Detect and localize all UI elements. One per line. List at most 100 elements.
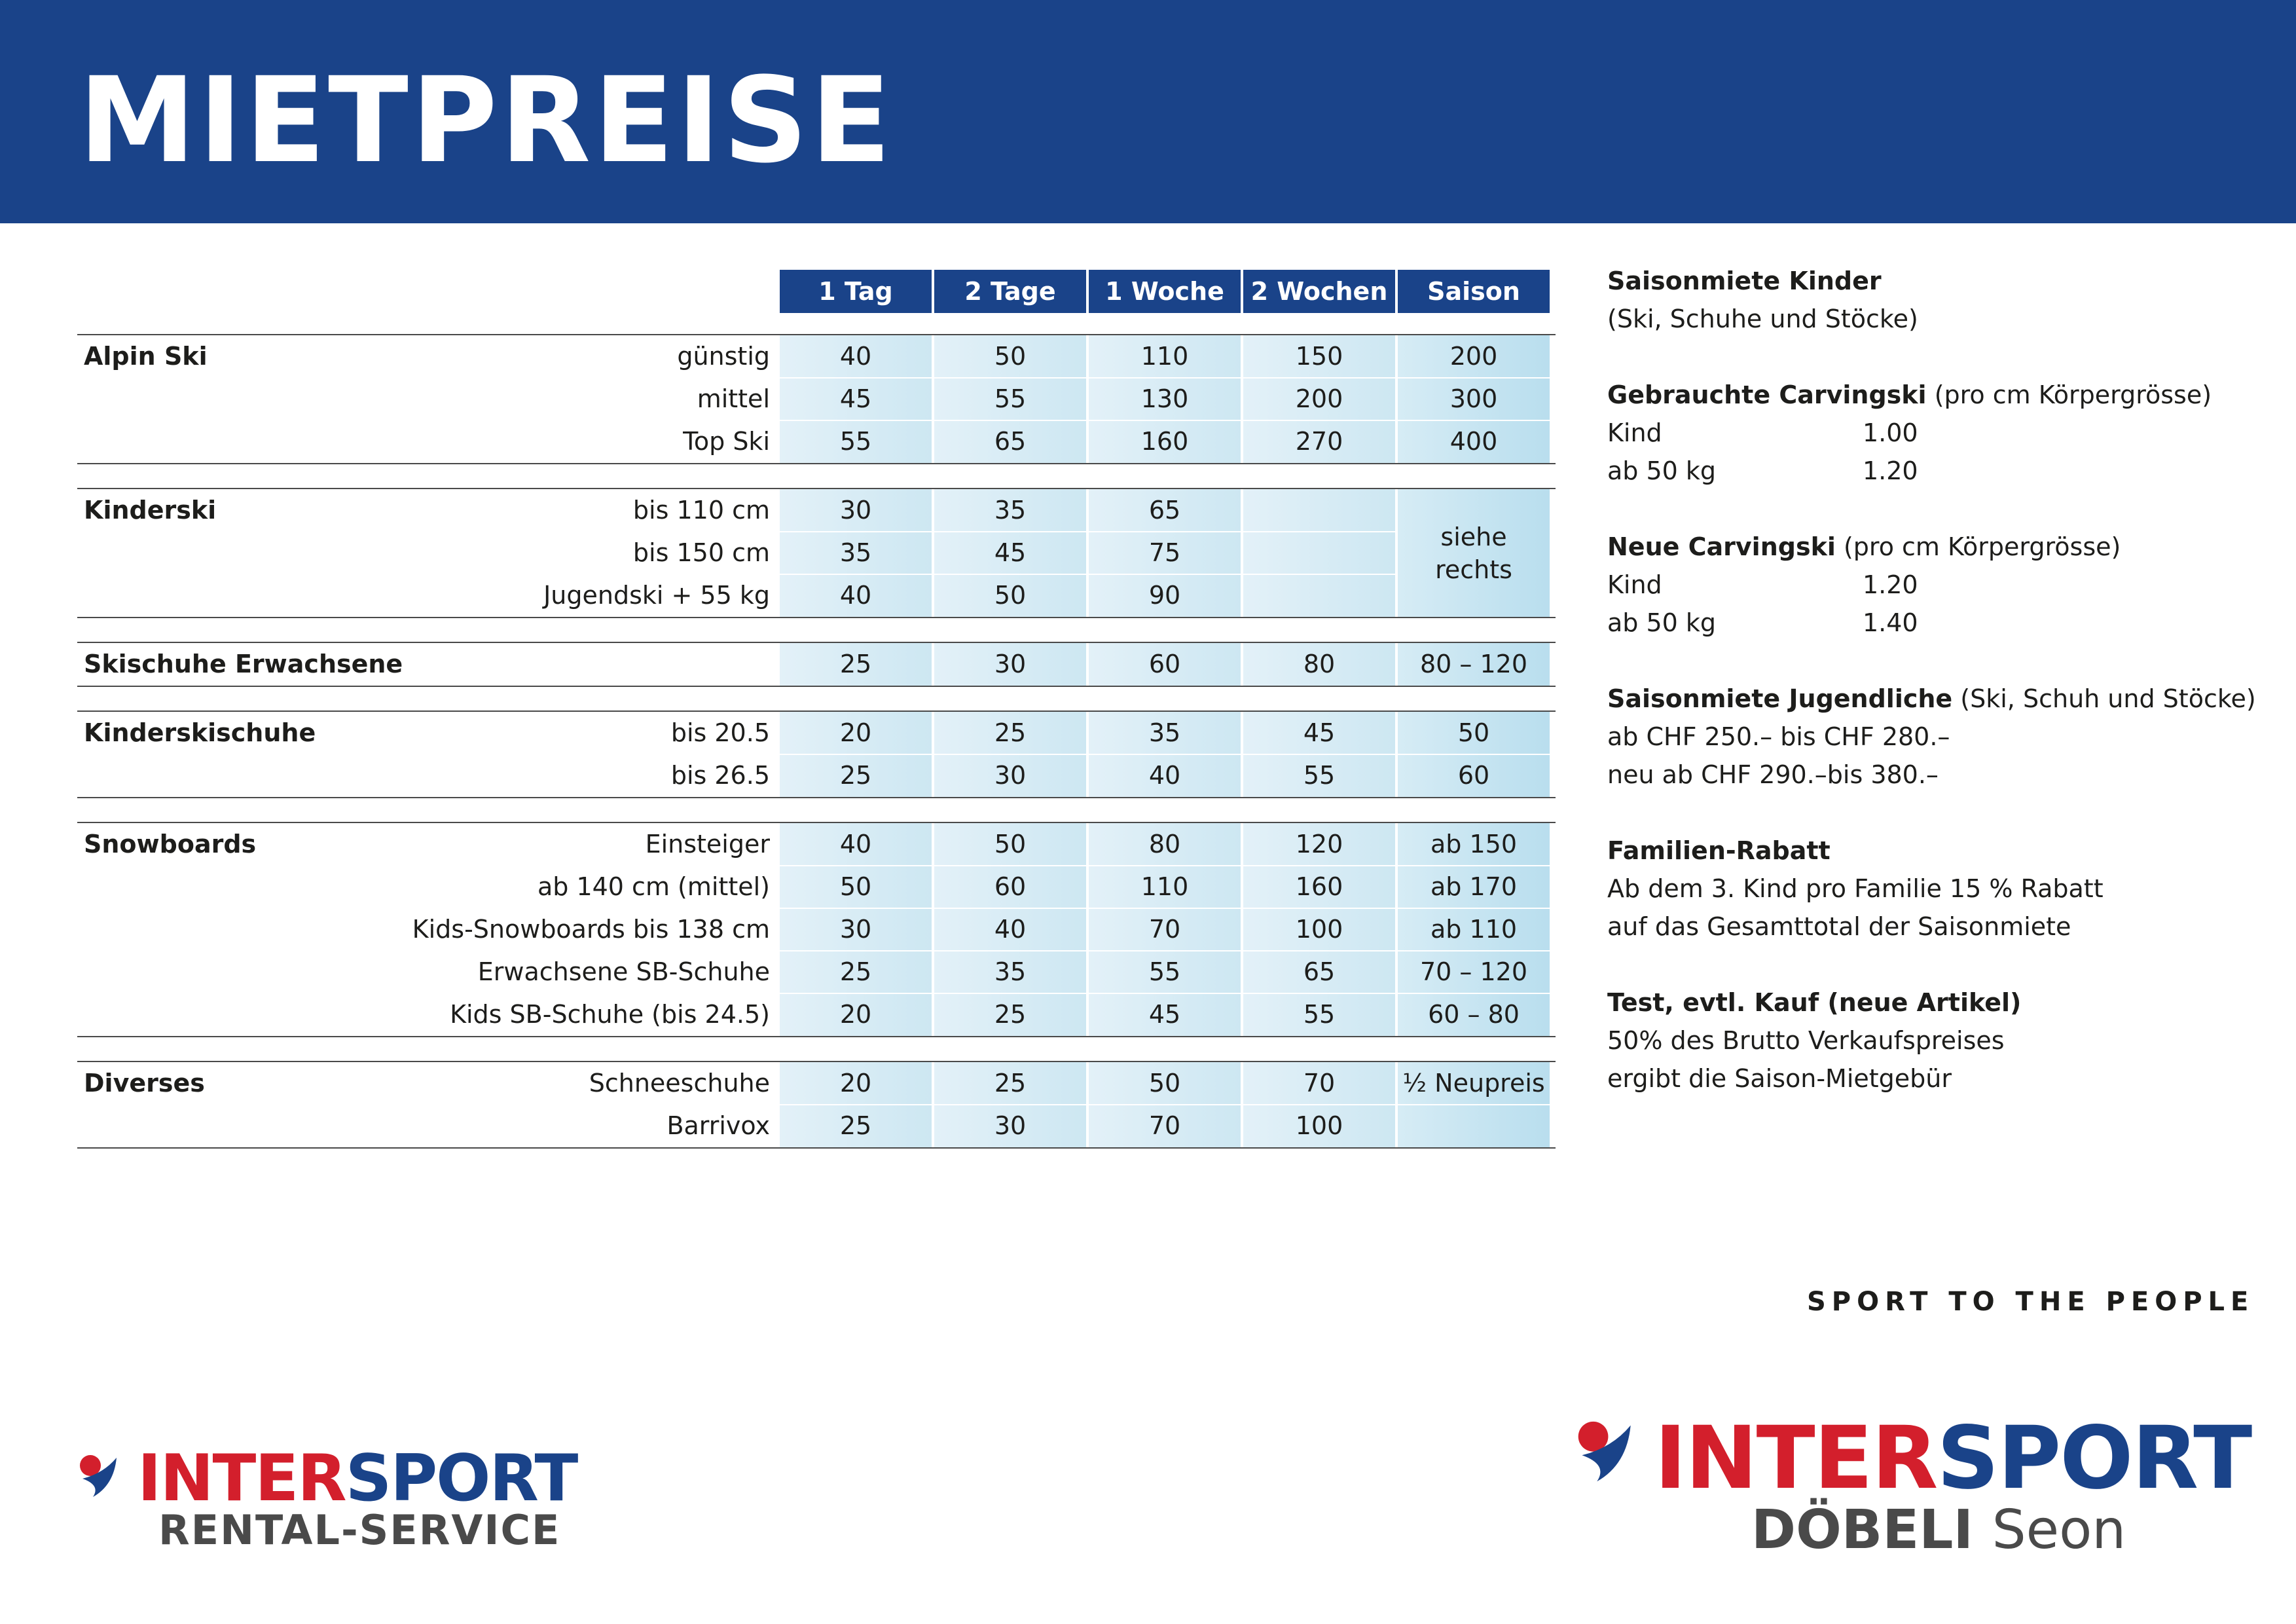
group-top-rule bbox=[77, 488, 1556, 489]
price-cell: ab 110 bbox=[1398, 908, 1550, 951]
group-name: Alpin Ski bbox=[84, 342, 208, 371]
price-cell: 40 bbox=[780, 335, 932, 378]
price-cell: 25 bbox=[780, 643, 932, 686]
row-separator bbox=[780, 865, 1556, 866]
row-label: bis 26.5 bbox=[670, 761, 770, 790]
price-cell: 20 bbox=[780, 712, 932, 754]
info-value: 1.40 bbox=[1863, 608, 1918, 637]
table-group: Diverses Schneeschuhe 20 25 50 70 ½ Neupreis Ba… bbox=[77, 1061, 1556, 1149]
table-row: bis 110 cm 30 35 65 bbox=[77, 489, 1556, 532]
row-label: Kids-Snowboards bis 138 cm bbox=[412, 915, 770, 944]
store-name-bold: DÖBELI bbox=[1751, 1499, 1974, 1561]
info-key: ab 50 kg bbox=[1607, 456, 1717, 485]
intersport-rental-logo: INTERSPORT RENTAL-SERVICE bbox=[77, 1446, 578, 1551]
price-cell bbox=[1243, 489, 1395, 532]
row-label: Jugendski + 55 kg bbox=[543, 581, 770, 610]
row-separator bbox=[780, 993, 1556, 994]
info-saisonmiete-kinder: Saisonmiete Kinder (Ski, Schuhe und Stöc… bbox=[1607, 262, 2262, 338]
info-note: (pro cm Körpergrösse) bbox=[1934, 380, 2212, 409]
info-test-kauf: Test, evtl. Kauf (neue Artikel) 50% des … bbox=[1607, 984, 2262, 1098]
info-text: (Ski, Schuhe und Stöcke) bbox=[1607, 304, 1918, 333]
table-row: bis 26.5 25 30 40 55 60 bbox=[77, 754, 1556, 797]
column-header-1-woche: 1 Woche bbox=[1089, 270, 1241, 313]
info-text: auf das Gesamttotal der Saisonmiete bbox=[1607, 912, 2071, 941]
price-cell: 55 bbox=[780, 420, 932, 463]
price-cell: 40 bbox=[780, 823, 932, 866]
group-name: Kinderskischuhe bbox=[84, 718, 316, 747]
row-separator bbox=[780, 754, 1556, 755]
info-title: Neue Carvingski bbox=[1607, 532, 1836, 561]
price-cell: 25 bbox=[780, 1105, 932, 1147]
info-value: 1.00 bbox=[1863, 418, 1918, 447]
info-title: Gebrauchte Carvingski bbox=[1607, 380, 1927, 409]
slogan: SPORT TO THE PEOPLE bbox=[1807, 1287, 2255, 1317]
price-cell: 50 bbox=[1398, 712, 1550, 754]
table-row: Top Ski 55 65 160 270 400 bbox=[77, 420, 1556, 463]
price-cell: 75 bbox=[1089, 532, 1241, 574]
table-group: Skischuhe Erwachsene 25 30 60 80 80 – 120 bbox=[77, 642, 1556, 687]
price-cell: 35 bbox=[780, 532, 932, 574]
table-row: Schneeschuhe 20 25 50 70 ½ Neupreis bbox=[77, 1062, 1556, 1105]
price-cell: 50 bbox=[1089, 1062, 1241, 1105]
price-cell: 150 bbox=[1243, 335, 1395, 378]
row-label: günstig bbox=[677, 342, 770, 371]
price-cell: ½ Neupreis bbox=[1398, 1062, 1550, 1105]
column-headers: 1 Tag 2 Tage 1 Woche 2 Wochen Saison bbox=[780, 270, 2258, 313]
price-cell: 25 bbox=[780, 754, 932, 797]
wordmark-sport: SPORT bbox=[1937, 1408, 2252, 1509]
price-cell: 35 bbox=[934, 951, 1086, 993]
price-cell bbox=[1243, 574, 1395, 617]
price-cell: 160 bbox=[1243, 866, 1395, 908]
table-row: Einsteiger 40 50 80 120 ab 150 bbox=[77, 823, 1556, 866]
price-cell bbox=[1398, 1105, 1550, 1147]
price-cell: 300 bbox=[1398, 378, 1550, 420]
price-cell: 25 bbox=[780, 951, 932, 993]
group-name: Snowboards bbox=[84, 830, 257, 858]
group-bottom-rule bbox=[77, 797, 1556, 798]
price-cell: 160 bbox=[1089, 420, 1241, 463]
row-label: bis 20.5 bbox=[670, 718, 770, 747]
group-top-rule bbox=[77, 822, 1556, 823]
price-cell: 45 bbox=[934, 532, 1086, 574]
price-cell: 60 bbox=[1089, 643, 1241, 686]
group-top-rule bbox=[77, 642, 1556, 643]
column-header-2-wochen: 2 Wochen bbox=[1243, 270, 1395, 313]
price-cell: 90 bbox=[1089, 574, 1241, 617]
info-title: Test, evtl. Kauf (neue Artikel) bbox=[1607, 988, 2022, 1017]
info-title: Saisonmiete Kinder bbox=[1607, 267, 1882, 295]
price-cell: 80 bbox=[1243, 643, 1395, 686]
price-cell: 40 bbox=[1089, 754, 1241, 797]
price-cell: 120 bbox=[1243, 823, 1395, 866]
price-cell: 270 bbox=[1243, 420, 1395, 463]
row-label: bis 110 cm bbox=[632, 496, 770, 525]
price-cell: 30 bbox=[780, 489, 932, 532]
row-label: Kids SB-Schuhe (bis 24.5) bbox=[450, 1000, 770, 1029]
info-column: Saisonmiete Kinder (Ski, Schuhe und Stöc… bbox=[1607, 262, 2262, 1135]
price-cell: 55 bbox=[1243, 754, 1395, 797]
price-cell: 30 bbox=[934, 1105, 1086, 1147]
row-label: Barrivox bbox=[666, 1111, 770, 1140]
price-cell: 55 bbox=[1089, 951, 1241, 993]
price-cell: 50 bbox=[780, 866, 932, 908]
price-cell: 50 bbox=[934, 574, 1086, 617]
table-row: günstig 40 50 110 150 200 bbox=[77, 335, 1556, 378]
price-cell bbox=[1243, 532, 1395, 574]
wordmark-inter: INTER bbox=[137, 1441, 347, 1516]
price-cell: 400 bbox=[1398, 420, 1550, 463]
info-text: neu ab CHF 290.–bis 380.– bbox=[1607, 760, 1939, 789]
info-neue-carvingski: Neue Carvingski (pro cm Körpergrösse) Ki… bbox=[1607, 528, 2262, 642]
price-cell: 45 bbox=[780, 378, 932, 420]
price-cell: 50 bbox=[934, 823, 1086, 866]
price-cell: 65 bbox=[934, 420, 1086, 463]
info-value: 1.20 bbox=[1863, 570, 1918, 599]
price-cell: 80 – 120 bbox=[1398, 643, 1550, 686]
info-key: Kind bbox=[1607, 418, 1662, 447]
table-row: Barrivox 25 30 70 100 bbox=[77, 1105, 1556, 1147]
price-cell: 30 bbox=[934, 754, 1086, 797]
info-key: ab 50 kg bbox=[1607, 608, 1717, 637]
price-cell: 25 bbox=[934, 712, 1086, 754]
intersport-wordmark: INTERSPORT bbox=[137, 1446, 578, 1511]
info-key: Kind bbox=[1607, 570, 1662, 599]
table-row: Kids-Snowboards bis 138 cm 30 40 70 100 ab 11… bbox=[77, 908, 1556, 951]
group-top-rule bbox=[77, 710, 1556, 712]
